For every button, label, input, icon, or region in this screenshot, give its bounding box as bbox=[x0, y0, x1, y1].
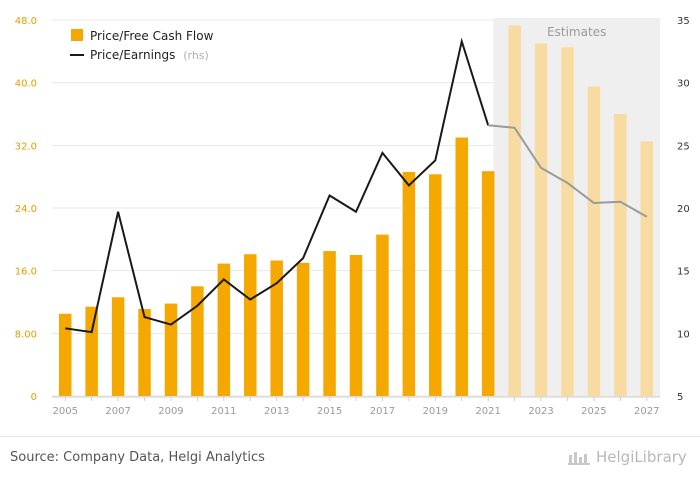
y-right-tick: 25 bbox=[677, 141, 690, 152]
bar-2011 bbox=[217, 263, 231, 396]
library-icon bbox=[568, 452, 590, 465]
x-tick-label: 2021 bbox=[475, 406, 500, 417]
bar-2009 bbox=[164, 303, 178, 396]
legend-label-fcf: Price/Free Cash Flow bbox=[90, 29, 214, 43]
y-left-tick: 0 bbox=[31, 392, 37, 403]
y-left-tick: 16.0 bbox=[15, 267, 37, 278]
pe-line bbox=[65, 37, 648, 334]
y-left-tick: 32.0 bbox=[15, 141, 37, 152]
bar-2006 bbox=[85, 306, 98, 396]
legend-label-pe: Price/Earnings bbox=[90, 48, 175, 62]
x-axis: 2005 2007 2009 2011 2013 2015 2017 2019 2021 2023… bbox=[52, 396, 660, 417]
y-left-tick: 8.00 bbox=[15, 329, 37, 340]
x-tick-label: 2019 bbox=[423, 406, 448, 417]
x-tick-label: 2017 bbox=[370, 406, 395, 417]
bar-2018 bbox=[402, 171, 416, 396]
x-tick-label: 2009 bbox=[158, 406, 183, 417]
y-left-tick: 48.0 bbox=[15, 16, 37, 27]
bar-2022 bbox=[508, 25, 521, 396]
y-right-tick: 15 bbox=[677, 267, 690, 278]
x-tick-label: 2025 bbox=[581, 406, 606, 417]
bars bbox=[58, 25, 654, 397]
bar-2016 bbox=[349, 255, 363, 396]
x-tick-label: 2023 bbox=[528, 406, 553, 417]
source-note: Source: Company Data, Helgi Analytics bbox=[10, 450, 265, 465]
helgi-logo: HelgiLibrary bbox=[568, 448, 687, 466]
x-tick-label: 2007 bbox=[105, 406, 130, 417]
chart: Estimates 0 8.00 16.0 24.0 32.0 40.0 48.0 5 10 1… bbox=[15, 16, 690, 417]
legend-label-pe-group: Price/Earnings (rhs) bbox=[90, 48, 209, 62]
pe-line-actual bbox=[65, 37, 490, 334]
x-tick-label: 2027 bbox=[634, 406, 659, 417]
estimates-band bbox=[493, 18, 660, 396]
bar-2010 bbox=[191, 286, 204, 396]
legend-label-pe-suffix: (rhs) bbox=[183, 49, 209, 62]
bar-2019 bbox=[429, 174, 442, 396]
y-right-tick: 30 bbox=[677, 79, 690, 90]
bar-2024 bbox=[561, 47, 574, 397]
y-right-tick: 35 bbox=[677, 16, 690, 27]
y-axis-right: 5 10 15 20 25 30 35 bbox=[677, 16, 690, 403]
x-tick-label: 2011 bbox=[211, 406, 236, 417]
y-right-tick: 10 bbox=[677, 329, 690, 340]
x-tick-label: 2015 bbox=[317, 406, 342, 417]
legend-swatch-fcf bbox=[71, 29, 83, 41]
bar-2023 bbox=[534, 43, 548, 396]
bar-2021 bbox=[481, 171, 495, 396]
bar-2015 bbox=[323, 251, 336, 396]
bar-2013 bbox=[270, 260, 283, 396]
x-tick-label: 2013 bbox=[264, 406, 289, 417]
bar-2020 bbox=[455, 137, 468, 396]
legend: Price/Free Cash Flow Price/Earnings (rhs… bbox=[70, 29, 214, 62]
y-left-tick: 40.0 bbox=[15, 79, 37, 90]
estimates-label: Estimates bbox=[547, 25, 606, 39]
logo-text: HelgiLibrary bbox=[596, 448, 687, 466]
bar-2008 bbox=[138, 309, 151, 396]
y-axis-left: 0 8.00 16.0 24.0 32.0 40.0 48.0 bbox=[15, 16, 37, 403]
bar-2017 bbox=[376, 234, 389, 396]
bar-2027 bbox=[640, 141, 654, 396]
bar-2007 bbox=[111, 297, 125, 396]
bar-2025 bbox=[587, 86, 601, 396]
bar-2014 bbox=[296, 262, 310, 396]
y-right-tick: 20 bbox=[677, 204, 690, 215]
bar-2026 bbox=[614, 114, 627, 396]
footer-divider bbox=[0, 436, 700, 437]
bar-2012 bbox=[244, 254, 257, 396]
y-right-tick: 5 bbox=[677, 392, 683, 403]
y-left-tick: 24.0 bbox=[15, 204, 37, 215]
bar-2005 bbox=[58, 313, 72, 396]
pe-line-estimate bbox=[488, 124, 648, 218]
x-tick-label: 2005 bbox=[52, 406, 77, 417]
